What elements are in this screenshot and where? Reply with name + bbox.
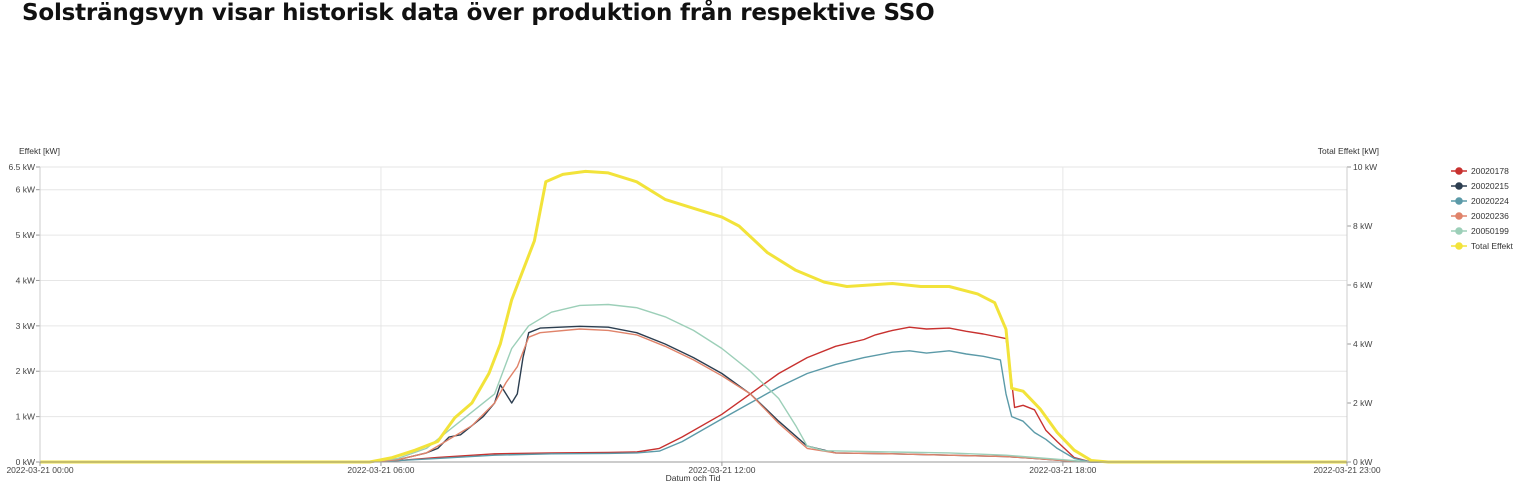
y-left-tick-label: 1 kW <box>16 412 35 422</box>
y-left-axis-title: Effekt [kW] <box>19 146 60 156</box>
y-right-tick-label: 0 kW <box>1353 457 1372 467</box>
series-line-20020236 <box>40 328 1347 463</box>
y-left-tick-label: 2 kW <box>16 366 35 376</box>
y-left-tick-label: 6.5 kW <box>9 162 35 172</box>
legend-marker <box>1455 167 1463 175</box>
chart-grid <box>39 166 1348 463</box>
x-tick-label: 2022-03-21 23:00 <box>1313 465 1380 475</box>
x-tick-label: 2022-03-21 00:00 <box>6 465 73 475</box>
x-tick-label: 2022-03-21 18:00 <box>1029 465 1096 475</box>
legend-item[interactable]: 20020215 <box>1451 181 1509 191</box>
y-left-tick-label: 4 kW <box>16 275 35 285</box>
y-right-tick-label: 10 kW <box>1353 162 1377 172</box>
legend-label: Total Effekt <box>1471 241 1514 251</box>
legend-item[interactable]: 20050199 <box>1451 226 1509 236</box>
x-axis-title: Datum och Tid <box>666 473 721 482</box>
legend-label: 20020178 <box>1471 166 1509 176</box>
legend-marker <box>1455 242 1463 250</box>
chart-legend: 20020178 20020215 20020224 20020236 20050199… <box>1451 166 1514 251</box>
x-tick-label: 2022-03-21 06:00 <box>347 465 414 475</box>
legend-marker <box>1455 212 1463 220</box>
series-line-20020178 <box>40 326 1347 463</box>
y-right-tick-label: 8 kW <box>1353 221 1372 231</box>
y-left-tick-label: 3 kW <box>16 321 35 331</box>
y-left-tick-label: 6 kW <box>16 185 35 195</box>
y-right-tick-label: 2 kW <box>1353 398 1372 408</box>
legend-label: 20020236 <box>1471 211 1509 221</box>
series-line-total-effekt <box>40 169 1347 464</box>
chart-series <box>40 169 1347 464</box>
legend-label: 20050199 <box>1471 226 1509 236</box>
legend-marker <box>1455 182 1463 190</box>
legend-marker <box>1455 197 1463 205</box>
legend-item[interactable]: 20020224 <box>1451 196 1509 206</box>
y-right-axis-title: Total Effekt [kW] <box>1318 146 1379 156</box>
legend-label: 20020215 <box>1471 181 1509 191</box>
legend-marker <box>1455 227 1463 235</box>
y-right-tick-label: 4 kW <box>1353 339 1372 349</box>
series-line-20020215 <box>40 325 1347 463</box>
chart-axes: Effekt [kW] Total Effekt [kW] Datum och … <box>6 146 1380 482</box>
y-left-tick-label: 5 kW <box>16 230 35 240</box>
series-line-20050199 <box>40 303 1347 463</box>
y-right-tick-label: 6 kW <box>1353 280 1372 290</box>
legend-label: 20020224 <box>1471 196 1509 206</box>
legend-item[interactable]: 20020178 <box>1451 166 1509 176</box>
legend-item[interactable]: 20020236 <box>1451 211 1509 221</box>
page-title: Solsträngsvyn visar historisk data över … <box>22 0 935 26</box>
series-line-20020224 <box>40 350 1347 463</box>
x-tick-label: 2022-03-21 12:00 <box>688 465 755 475</box>
y-left-tick-label: 0 kW <box>16 457 35 467</box>
legend-item[interactable]: Total Effekt <box>1451 241 1514 251</box>
